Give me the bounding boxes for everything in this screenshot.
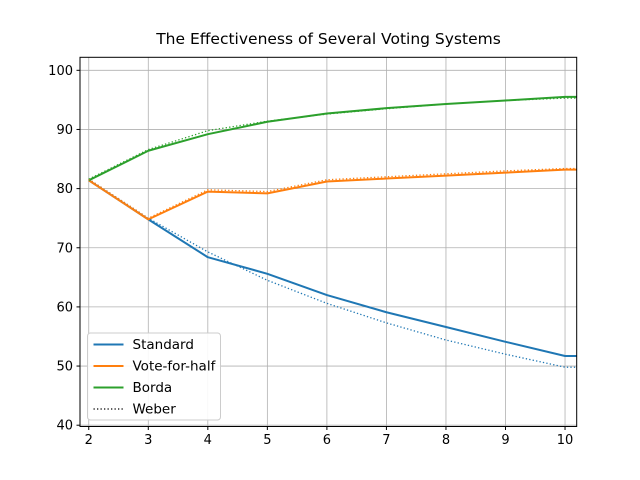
y-tick-label: 40	[56, 419, 73, 434]
series-lines	[88, 95, 577, 368]
series-line-weber-vote-for-half	[88, 167, 577, 219]
legend-item-weber: Weber	[93, 402, 177, 418]
axis-ticks: 2 3 4 5 6 7 8 9 10 40 50 60 70 80 90 100	[48, 64, 573, 448]
x-tick-label: 2	[85, 433, 93, 448]
x-tick-label: 4	[204, 433, 212, 448]
y-tick-label: 60	[56, 300, 73, 315]
legend-item-standard: Standard	[93, 337, 194, 353]
legend-box	[87, 332, 221, 421]
legend-item-vote-for-half: Vote-for-half	[93, 359, 217, 375]
series-line-weber-standard	[88, 178, 577, 368]
x-tick-label: 10	[557, 433, 574, 448]
series-line-borda	[88, 95, 577, 182]
y-tick-label: 100	[48, 64, 73, 79]
x-tick-label: 9	[501, 433, 509, 448]
y-tick-label: 90	[56, 123, 73, 138]
x-tick-label: 3	[144, 433, 152, 448]
series-line-weber-borda	[88, 97, 577, 180]
x-tick-label: 5	[263, 433, 271, 448]
legend: Standard Vote-for-half Borda Weber	[87, 332, 221, 421]
legend-label: Weber	[133, 402, 177, 418]
chart-title: The Effectiveness of Several Voting Syst…	[156, 30, 501, 48]
gridlines	[80, 57, 577, 427]
legend-label: Borda	[133, 380, 173, 396]
x-tick-label: 7	[382, 433, 390, 448]
y-tick-label: 50	[56, 360, 73, 375]
legend-label: Vote-for-half	[133, 359, 217, 375]
x-tick-label: 8	[442, 433, 450, 448]
legend-label: Standard	[133, 337, 194, 353]
y-tick-label: 80	[56, 182, 73, 197]
legend-item-borda: Borda	[93, 380, 173, 396]
x-tick-label: 6	[323, 433, 331, 448]
axes-frame	[79, 56, 578, 428]
y-tick-label: 70	[56, 241, 73, 256]
series-line-standard	[88, 179, 577, 357]
series-line-vote-for-half	[88, 168, 577, 221]
